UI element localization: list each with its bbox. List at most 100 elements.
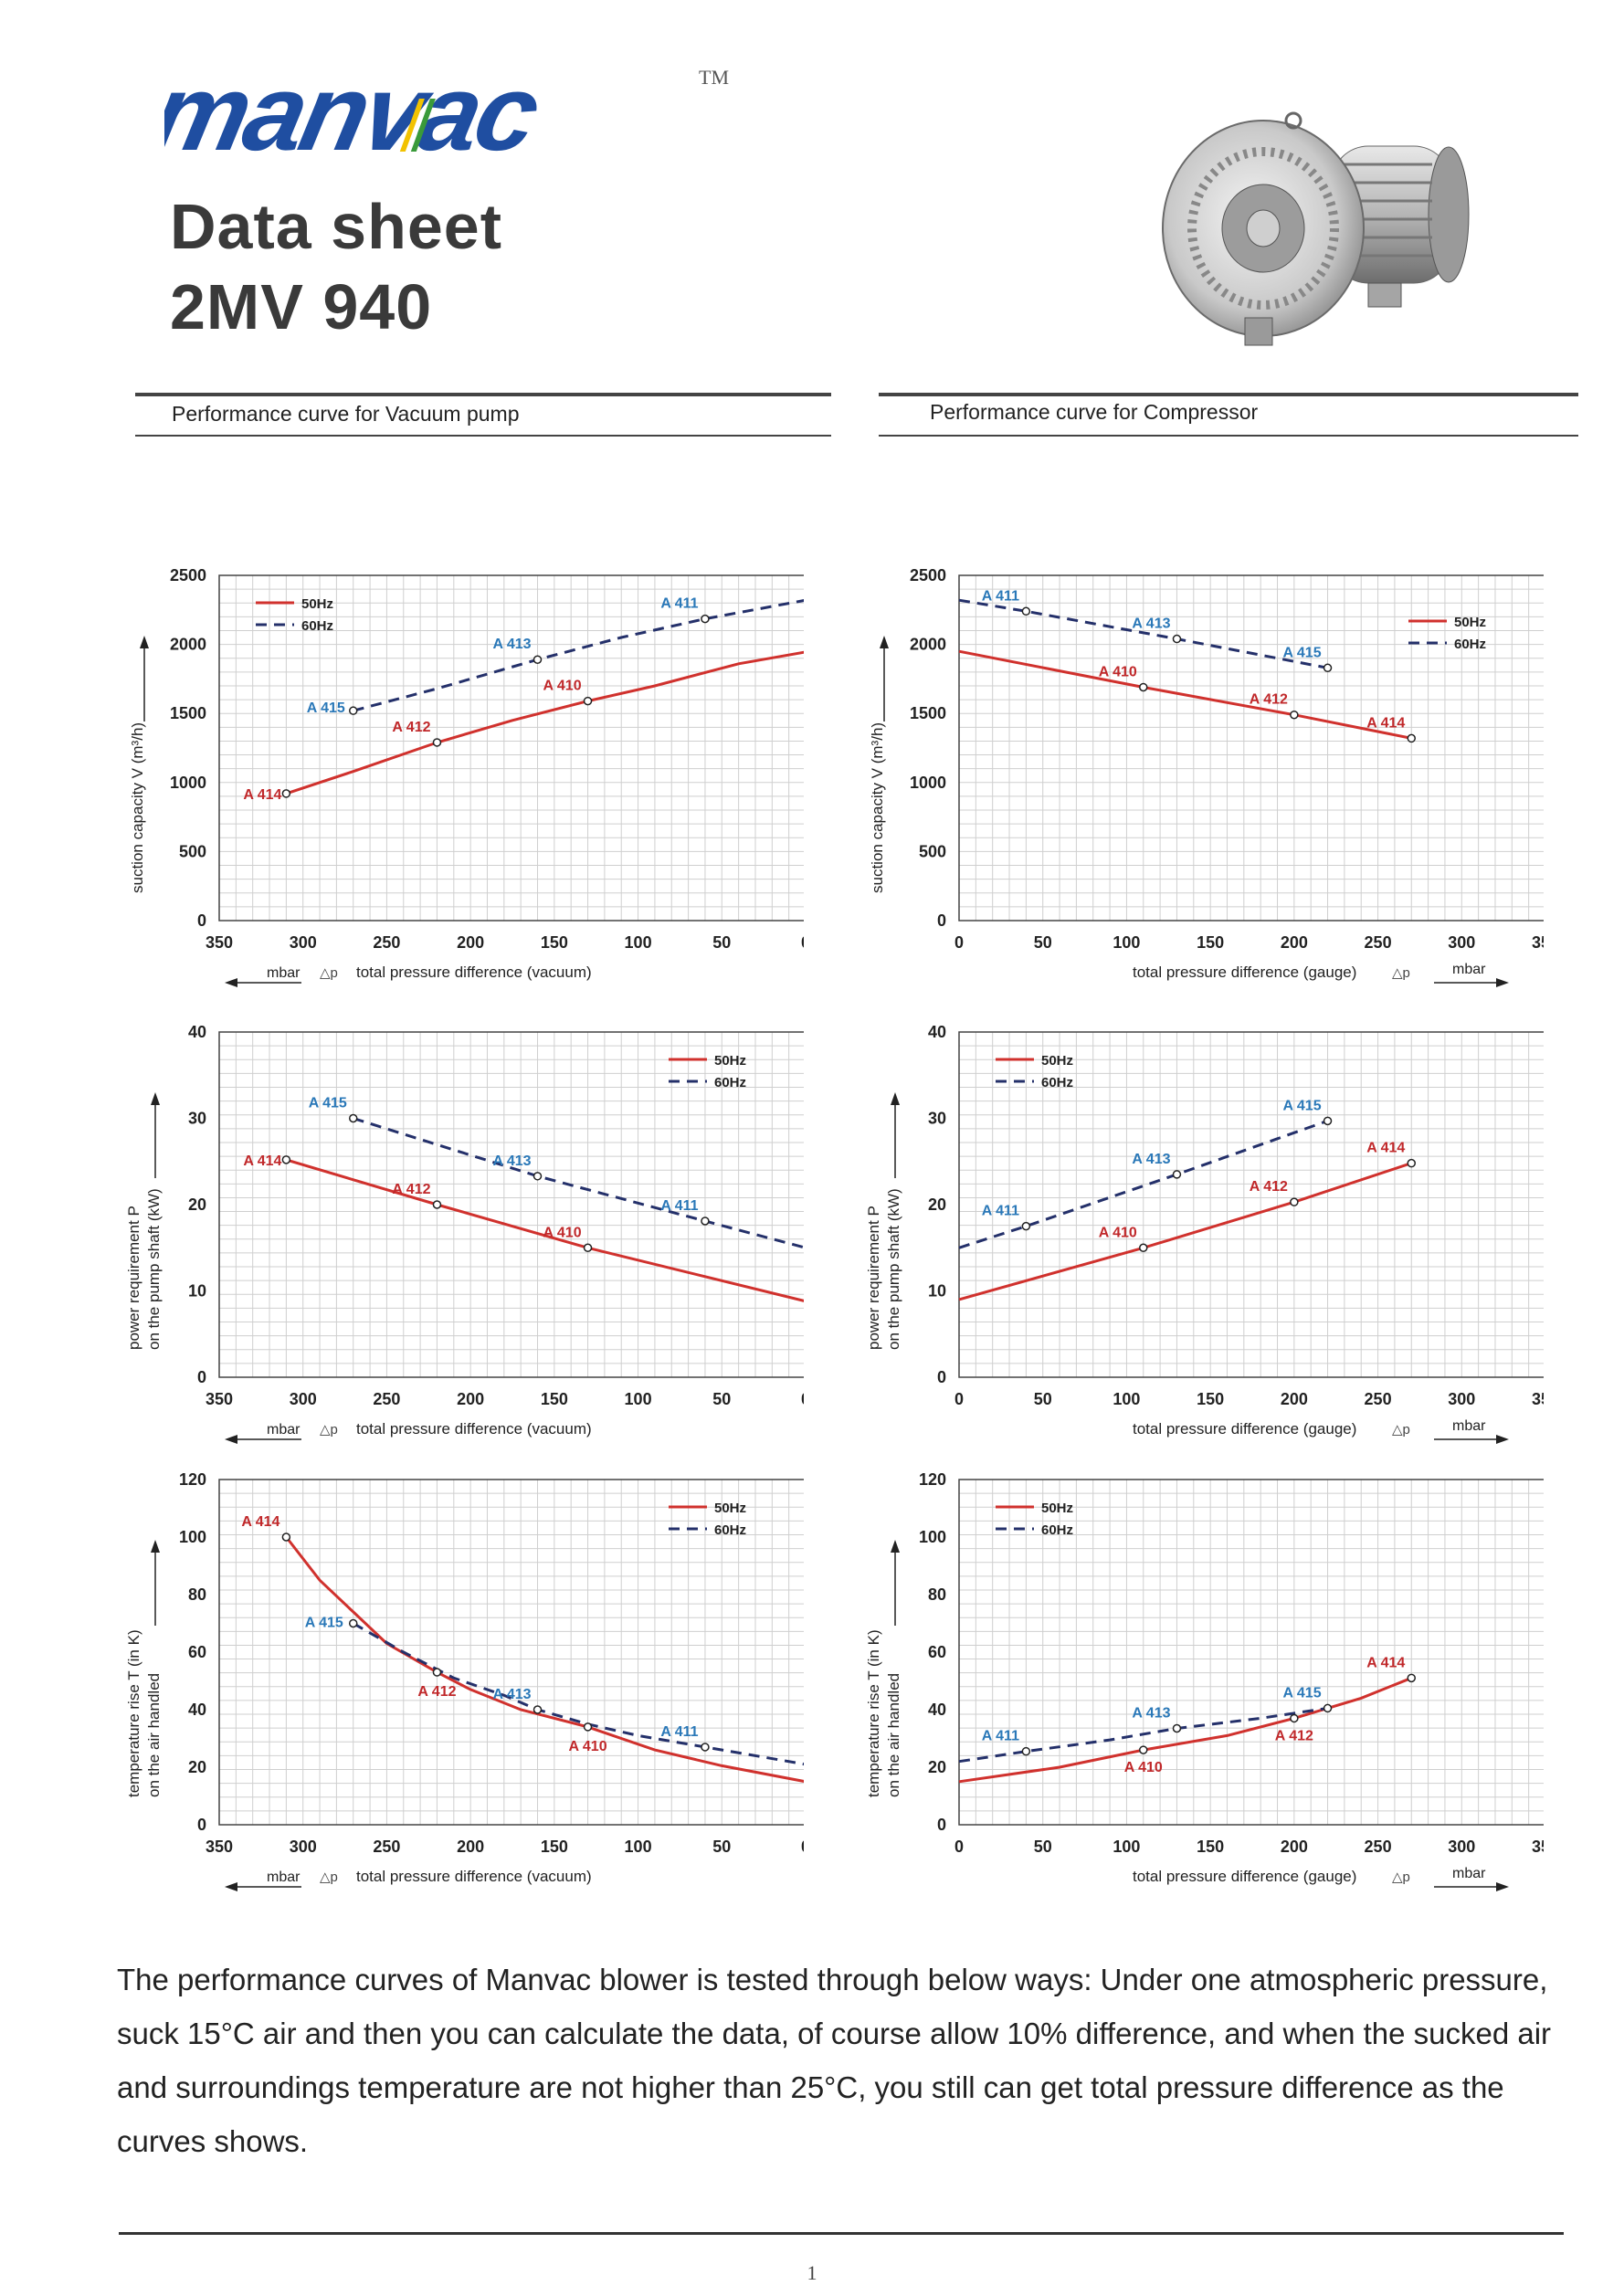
- vacuum-suction-capacity-chart: 3503002502001501005000500100015002000250…: [110, 559, 804, 988]
- plot-frame: [958, 1031, 1544, 1378]
- x-unit-label: mbar: [1452, 1866, 1486, 1881]
- delta-p-symbol: △p: [1392, 965, 1410, 981]
- plot-frame: [218, 574, 804, 922]
- x-tick-label: 50: [1034, 1838, 1052, 1856]
- x-tick-label: 0: [954, 1838, 964, 1856]
- y-axis-label-line: temperature rise T (in K): [865, 1629, 882, 1797]
- x-tick-label: 300: [290, 1390, 317, 1408]
- operating-point-marker: [583, 696, 593, 706]
- legend-label-60hz: 60Hz: [1041, 1075, 1073, 1090]
- x-tick-label: 250: [373, 933, 400, 952]
- y-tick-label: 40: [188, 1023, 206, 1041]
- vacuum-section-rule-top: [135, 393, 831, 396]
- y-tick-label: 100: [179, 1528, 206, 1546]
- x-tick-label: 100: [1113, 1838, 1140, 1856]
- x-axis-label: total pressure difference (gauge): [1133, 964, 1356, 981]
- operating-point-label: A 410: [1124, 1760, 1163, 1775]
- y-tick-label: 0: [937, 1816, 946, 1834]
- compressor-power-chart: 0 50 100 150 200 250 300 350 0 10 20 30 40 power requ…: [849, 1016, 1544, 1445]
- series-line-60hz: [958, 598, 1328, 669]
- legend-label-60hz: 60Hz: [714, 1075, 746, 1090]
- operating-point-label: A 412: [1250, 1179, 1288, 1195]
- plot-frame: [218, 1031, 804, 1378]
- operating-point-marker: [281, 1155, 291, 1164]
- y-tick-label: 20: [188, 1758, 206, 1776]
- legend-label-60hz: 60Hz: [301, 618, 333, 634]
- x-tick-label: 200: [457, 1838, 484, 1856]
- chart-svg: 350 300 250 200 150 100 50 0 0 10 20 30 40 power requ…: [125, 1023, 804, 1444]
- delta-p-symbol: △p: [320, 1422, 338, 1438]
- y-tick-label: 100: [919, 1528, 946, 1546]
- x-axis-label: total pressure difference (gauge): [1133, 1868, 1356, 1885]
- operating-point-marker: [348, 1113, 358, 1123]
- operating-point-marker: [533, 655, 543, 664]
- x-tick-label: 150: [1197, 1838, 1224, 1856]
- operating-point-marker: [701, 1216, 710, 1226]
- y-axis-label-line: power requirement P: [865, 1206, 882, 1350]
- legend-label-50hz: 50Hz: [301, 596, 333, 612]
- operating-point-marker: [1021, 1221, 1031, 1231]
- plot-frame: [958, 1479, 1544, 1826]
- y-axis-label-line: on the air handled: [145, 1673, 163, 1797]
- x-tick-label: 200: [1281, 933, 1308, 952]
- x-axis-arrowhead: [225, 1435, 237, 1444]
- operating-point-marker: [432, 1668, 442, 1677]
- operating-point-label: A 410: [543, 679, 581, 694]
- operating-point-label: A 414: [1366, 715, 1405, 731]
- operating-point-label: A 411: [660, 596, 698, 612]
- operating-point-marker: [1139, 1243, 1148, 1252]
- operating-point-marker: [432, 738, 442, 747]
- y-tick-label: 2000: [170, 636, 206, 654]
- x-unit-label: mbar: [267, 1422, 301, 1438]
- x-unit-label: mbar: [267, 965, 301, 981]
- y-tick-label: 30: [188, 1110, 206, 1128]
- x-tick-label: 200: [457, 933, 484, 952]
- test-conditions-text: The performance curves of Manvac blower …: [117, 1963, 1552, 2158]
- y-tick-label: 80: [188, 1585, 206, 1604]
- y-tick-label: 0: [937, 911, 946, 930]
- chart-svg: 3503002502001501005000500100015002000250…: [129, 566, 804, 987]
- y-axis-label-line: suction capacity V (m³/h): [869, 722, 886, 893]
- y-tick-label: 1000: [170, 774, 206, 792]
- y-tick-label: 40: [188, 1701, 206, 1719]
- operating-point-marker: [1290, 710, 1299, 720]
- operating-point-label: A 414: [241, 1514, 279, 1530]
- y-tick-label: 0: [197, 1368, 206, 1386]
- operating-point-marker: [348, 706, 358, 715]
- y-tick-label: 60: [928, 1643, 946, 1661]
- x-tick-label: 50: [1034, 933, 1052, 952]
- vacuum-power-chart: 350 300 250 200 150 100 50 0 0 10 20 30 40 power requ…: [110, 1016, 804, 1445]
- y-axis-label: temperature rise T (in K) on the air hand…: [865, 1629, 902, 1797]
- x-axis-arrowhead: [1496, 1435, 1509, 1444]
- compressor-section-rule-top: [879, 393, 1578, 396]
- legend-label-60hz: 60Hz: [714, 1522, 746, 1538]
- y-axis-label-line: suction capacity V (m³/h): [129, 722, 146, 893]
- y-tick-label: 120: [179, 1470, 206, 1489]
- x-tick-label: 300: [290, 1838, 317, 1856]
- plot-frame: [958, 574, 1544, 922]
- x-tick-label: 100: [1113, 933, 1140, 952]
- x-axis-arrowhead: [225, 978, 237, 987]
- operating-point-label: A 414: [1366, 1655, 1405, 1670]
- operating-point-label: A 413: [1132, 616, 1170, 632]
- y-axis-arrowhead: [140, 636, 149, 648]
- legend-label-60hz: 60Hz: [1454, 637, 1486, 652]
- y-axis-label-line: on the pump shaft (kW): [885, 1188, 902, 1350]
- y-tick-label: 1500: [170, 704, 206, 722]
- series-line-60hz: [958, 1119, 1329, 1249]
- x-tick-label: 150: [541, 933, 568, 952]
- operating-point-label: A 411: [660, 1724, 698, 1740]
- x-tick-label: 200: [1281, 1838, 1308, 1856]
- plot-frame: [218, 1479, 804, 1826]
- x-tick-label: 150: [1197, 1390, 1224, 1408]
- operating-point-label: A 412: [392, 720, 430, 735]
- y-axis-arrowhead: [880, 636, 889, 648]
- grid: [218, 574, 804, 922]
- x-tick-label: 300: [1448, 933, 1475, 952]
- vacuum-temperature-chart: 350 300 250 200 150 100 50 0 0 20 40 60 80 100 120 temp…: [110, 1463, 804, 1892]
- operating-point-label: A 415: [1282, 645, 1321, 660]
- operating-point-marker: [701, 614, 710, 624]
- x-tick-label: 100: [625, 1838, 652, 1856]
- y-tick-label: 40: [928, 1701, 946, 1719]
- y-tick-label: 10: [188, 1282, 206, 1301]
